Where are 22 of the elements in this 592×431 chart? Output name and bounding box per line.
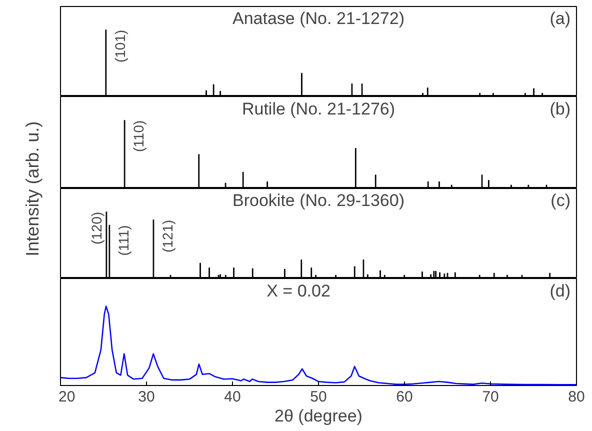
x-tick-label: 50 — [310, 388, 327, 406]
x-tick-label: 40 — [224, 388, 241, 406]
x-tick-label: 70 — [482, 388, 499, 406]
chart-title: Anatase (No. 21-1272) — [232, 9, 405, 28]
text: (b) — [550, 99, 571, 118]
annotation: (101) — [112, 30, 128, 63]
x-tick-label: 30 — [138, 388, 155, 406]
x-tick-label: 20 — [58, 388, 76, 406]
y-axis-title: Intensity (arb. u.) — [22, 121, 42, 256]
annotation: (121) — [159, 220, 176, 253]
text: (c) — [550, 191, 571, 210]
x-tick-label: 80 — [568, 388, 585, 406]
chart-title: X = 0.02 — [266, 282, 330, 301]
x-tick-label: 60 — [396, 388, 413, 406]
text: (a) — [550, 9, 571, 28]
x-axis-title: 2θ (degree) — [274, 406, 362, 426]
text: (d) — [550, 282, 571, 301]
chart-title: Rutile (No. 21-1276) — [242, 99, 396, 118]
annotation: (120) — [88, 212, 104, 245]
chart-title: Brookite (No. 29-1360) — [232, 191, 404, 210]
annotation: (110) — [130, 120, 147, 152]
annotation: (111) — [115, 225, 132, 256]
